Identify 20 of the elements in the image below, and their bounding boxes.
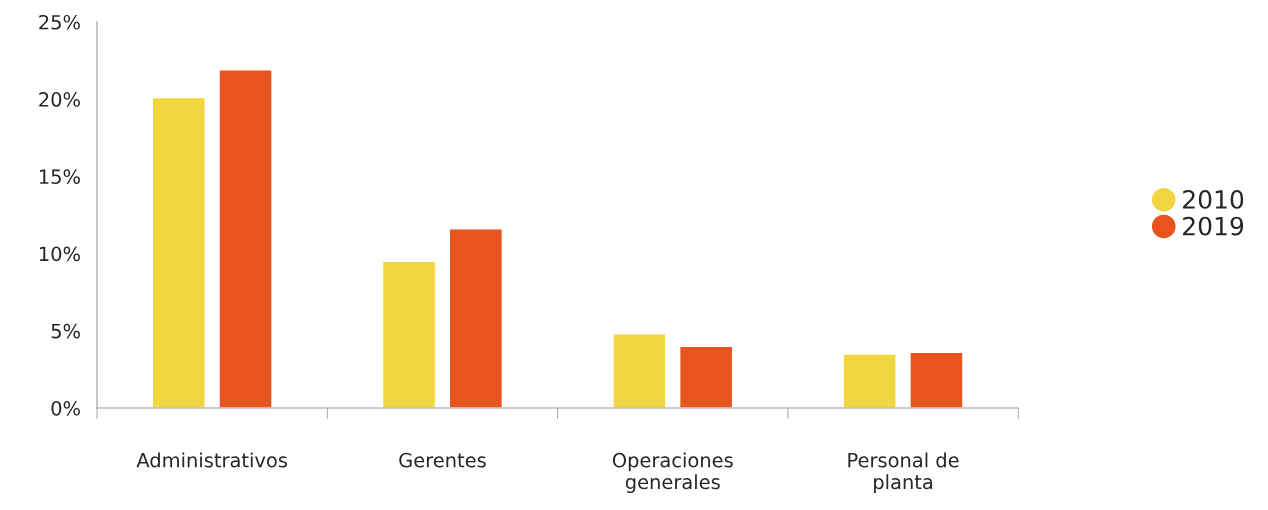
x-tick-label: Administrativos — [136, 452, 287, 468]
bar — [448, 228, 504, 408]
y-tick-label: 20% — [39, 92, 80, 107]
y-tick-label: 0% — [51, 400, 80, 416]
x-tick-label: Operaciones generales — [612, 452, 733, 494]
bar — [218, 69, 273, 408]
x-tick-label: Gerentes — [399, 452, 486, 468]
bar — [612, 333, 667, 408]
bar — [151, 96, 206, 408]
y-tick-label: 15% — [39, 169, 80, 185]
y-tick-label: 5% — [51, 323, 80, 339]
legend-label: 2010 — [1183, 189, 1244, 209]
bar — [678, 345, 734, 408]
x-tick-label: Personal de planta — [848, 452, 959, 494]
bar — [381, 260, 437, 408]
bar — [842, 353, 897, 408]
y-tick-label: 10% — [39, 246, 80, 262]
y-tick-label: 25% — [39, 14, 80, 30]
bar — [909, 351, 964, 408]
legend-label: 2019 — [1183, 216, 1244, 236]
